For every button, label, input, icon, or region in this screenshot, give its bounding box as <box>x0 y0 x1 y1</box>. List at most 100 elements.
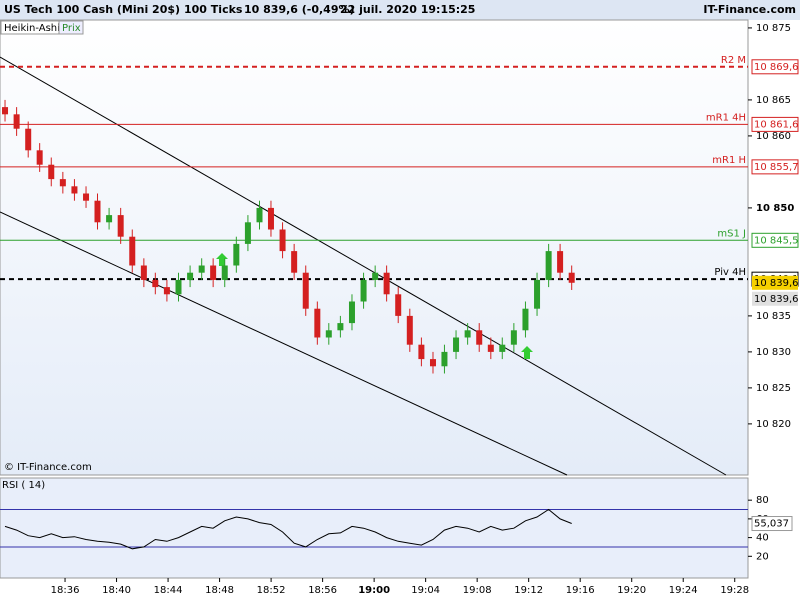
candle-body <box>441 351 448 367</box>
candle-body <box>429 359 436 367</box>
signal-arrow <box>521 346 533 359</box>
value-tag <box>751 516 793 532</box>
level-tag <box>751 232 799 248</box>
y-tick-label: 80 <box>756 495 769 506</box>
candle-body <box>476 330 483 345</box>
candle-body <box>83 193 90 201</box>
level-name: Piv 4H <box>714 267 746 278</box>
candle-body <box>406 315 413 345</box>
brand: IT-Finance.com <box>703 3 796 16</box>
tab-label[interactable]: Heikin-Ashi <box>4 23 60 34</box>
x-tick-label: 19:08 <box>463 585 492 596</box>
x-tick-label: 18:40 <box>102 585 131 596</box>
candle-body <box>510 330 517 345</box>
candle-body <box>59 179 66 187</box>
x-tick-label: 19:00 <box>358 585 390 596</box>
candle-body <box>337 323 344 331</box>
tab-label[interactable]: Prix <box>62 23 81 34</box>
candle-body <box>129 236 136 266</box>
interval: 100 Ticks <box>184 3 243 16</box>
level-label: 10 861,6 <box>754 119 799 130</box>
candle-body <box>187 272 194 280</box>
candle-body <box>487 344 494 352</box>
level-name: mR1 4H <box>706 112 746 123</box>
price-tag <box>752 291 798 306</box>
y-tick-label: 10 825 <box>756 383 791 394</box>
rsi-title: RSI ( 14) <box>2 480 45 491</box>
candle-body <box>534 279 541 309</box>
main-plot <box>0 19 749 476</box>
candle-body <box>175 279 182 295</box>
candle-body <box>279 229 286 252</box>
y-tick-label: 10 865 <box>756 95 791 106</box>
candle-body <box>117 215 124 237</box>
candle-body <box>348 301 355 324</box>
candle-body <box>48 164 55 180</box>
tab[interactable] <box>58 20 84 35</box>
datetime: 22 juil. 2020 19:15:25 <box>340 3 475 16</box>
candle-body <box>140 265 147 280</box>
watermark: © IT-Finance.com <box>4 462 92 473</box>
candle-body <box>302 272 309 309</box>
x-tick-label: 19:16 <box>566 585 595 596</box>
level-label: 10 855,7 <box>754 162 799 173</box>
y-tick-label: 10 850 <box>756 203 794 214</box>
x-tick-label: 19:20 <box>617 585 646 596</box>
rsi-plot <box>0 477 749 579</box>
level-name: mR1 H <box>712 155 746 166</box>
candle-body <box>464 330 471 338</box>
y-tick-label: 10 820 <box>756 419 791 430</box>
x-tick-label: 18:36 <box>51 585 80 596</box>
level-tag <box>751 59 799 75</box>
x-tick-label: 19:24 <box>669 585 698 596</box>
candle-body <box>568 272 575 283</box>
x-tick-label: 18:56 <box>308 585 337 596</box>
candle-body <box>545 251 552 280</box>
candle-body <box>71 186 78 194</box>
price-tag <box>752 275 798 290</box>
rsi-line <box>4 508 572 550</box>
x-tick-label: 18:48 <box>205 585 234 596</box>
x-tick-label: 19:28 <box>720 585 749 596</box>
level-label: 10 845,5 <box>754 235 799 246</box>
candle-body <box>244 222 251 244</box>
candle-body <box>325 330 332 338</box>
candle-body <box>360 279 367 302</box>
candle-body <box>210 265 217 280</box>
price-tag-label: 10 839,6 <box>754 294 799 305</box>
value-label: 55,037 <box>754 519 789 530</box>
candle-body <box>418 344 425 360</box>
candle-body <box>106 215 113 223</box>
candle-body <box>499 344 506 352</box>
y-tick-label: 40 <box>756 533 769 544</box>
candle-body <box>383 272 390 295</box>
candle-body <box>13 114 20 129</box>
candle-body <box>233 243 240 266</box>
candle-body <box>163 287 170 295</box>
level-name: mS1 J <box>717 228 746 239</box>
level-tag <box>751 159 799 175</box>
candle-body <box>522 308 529 331</box>
candle-body <box>267 207 274 230</box>
price-tag-label: 10 839,6 <box>754 278 799 289</box>
candle-body <box>221 265 228 280</box>
candle-body <box>152 279 159 288</box>
level-name: R2 M <box>721 55 746 66</box>
y-tick-label: 10 830 <box>756 347 791 358</box>
candle-body <box>2 107 9 115</box>
candle-body <box>94 200 101 223</box>
candle-body <box>372 272 379 280</box>
header-bar <box>0 0 800 20</box>
candle-body <box>557 251 564 273</box>
candle-body <box>314 308 321 338</box>
x-tick-label: 18:52 <box>257 585 286 596</box>
y-tick-label: 10 860 <box>756 131 791 142</box>
y-tick-label: 20 <box>756 551 769 562</box>
candle-body <box>198 265 205 273</box>
candle-body <box>256 207 263 223</box>
trend-line <box>0 56 727 476</box>
trend-line <box>0 211 568 476</box>
y-tick-label: 10 875 <box>756 23 791 34</box>
